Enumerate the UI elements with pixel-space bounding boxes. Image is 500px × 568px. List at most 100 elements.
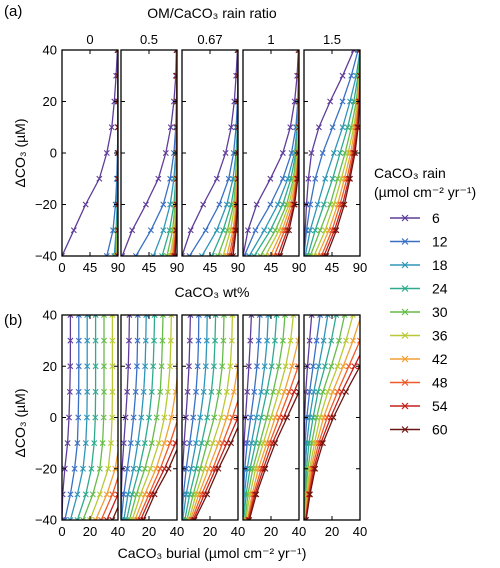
data-point (228, 337, 235, 344)
data-point (270, 388, 277, 395)
legend-item-42: 42 (390, 351, 448, 367)
x-axis-label-a: CaCO₃ wt% (175, 284, 250, 300)
data-point (304, 253, 311, 256)
data-point (308, 150, 315, 156)
data-point (198, 253, 205, 256)
data-point (103, 491, 110, 498)
data-point (322, 363, 328, 370)
data-point (67, 337, 74, 344)
legend-label: 6 (432, 210, 440, 226)
data-point (339, 98, 346, 105)
data-point (89, 491, 96, 498)
data-point (230, 253, 237, 256)
x-tick-label: 20 (203, 524, 217, 539)
legend-item-24: 24 (390, 281, 448, 297)
data-point (324, 315, 331, 318)
legend-label: 60 (432, 422, 448, 438)
x-tick-label: 45 (142, 260, 156, 275)
data-point (211, 414, 218, 421)
data-point (74, 491, 81, 498)
facet-b-2: 20 40 (181, 314, 245, 539)
data-point (282, 363, 289, 370)
data-point (218, 414, 225, 421)
legend-item-48: 48 (390, 375, 448, 391)
data-point (130, 465, 137, 472)
legend-label: 18 (432, 257, 448, 273)
data-point (282, 315, 288, 318)
data-point (220, 227, 227, 234)
data-point (312, 175, 319, 182)
data-point (167, 337, 174, 344)
data-point (174, 50, 177, 53)
data-point (80, 465, 86, 472)
data-point (129, 227, 136, 234)
facet-frame (181, 49, 239, 257)
legend-label: 12 (432, 234, 448, 250)
x-tick-label: 40 (170, 524, 184, 539)
data-point (267, 201, 274, 208)
data-point (87, 517, 93, 520)
data-point (286, 227, 293, 234)
data-point (255, 337, 262, 344)
data-point (70, 227, 77, 234)
data-point (223, 253, 230, 256)
data-point (159, 337, 166, 344)
data-point (213, 175, 220, 182)
data-point (329, 124, 336, 131)
data-point (98, 517, 105, 520)
data-point (115, 50, 118, 53)
x-tick-label: 40 (292, 524, 306, 539)
facet-frame (61, 49, 119, 257)
data-point (186, 337, 193, 344)
data-point (371, 338, 376, 343)
data-point (130, 414, 137, 421)
data-point (84, 315, 91, 318)
data-point (115, 72, 118, 79)
data-point (174, 201, 177, 208)
data-point (150, 363, 157, 370)
data-point (183, 465, 190, 472)
data-point (92, 388, 99, 395)
data-point (84, 337, 91, 344)
data-point (143, 364, 148, 369)
data-point (320, 337, 327, 344)
data-point (92, 363, 99, 370)
data-point (334, 363, 341, 370)
series-line-42 (226, 50, 238, 256)
data-point (195, 337, 202, 344)
legend-swatch-marker (401, 214, 409, 222)
data-point (125, 337, 132, 344)
data-point (254, 363, 260, 370)
y-tick-label: 20 (43, 94, 57, 109)
data-point (124, 465, 131, 472)
data-point (296, 72, 299, 79)
data-point (291, 201, 298, 208)
data-point (281, 388, 288, 395)
data-point (158, 363, 165, 370)
data-point (352, 150, 359, 156)
data-point (146, 414, 152, 421)
data-point (167, 440, 173, 447)
legend: CaCO₃ rain (µmol cm⁻² yr⁻¹) 6 12 18 24 30 36 4… (374, 165, 476, 438)
data-point (75, 414, 82, 421)
data-point (132, 253, 139, 256)
data-point (108, 440, 114, 447)
data-point (315, 388, 321, 395)
data-point (182, 253, 185, 256)
data-point (187, 315, 194, 318)
data-point (109, 491, 116, 498)
data-point (310, 363, 317, 370)
legend-label: 24 (432, 281, 448, 297)
series-line-48 (137, 419, 177, 520)
data-point (328, 337, 335, 344)
data-point (186, 253, 193, 256)
data-point (105, 465, 112, 472)
data-point (202, 227, 209, 234)
data-point (295, 337, 299, 344)
data-point (287, 337, 294, 344)
data-point (235, 50, 238, 53)
series-line-60 (232, 50, 238, 256)
series-line-54 (192, 415, 238, 520)
